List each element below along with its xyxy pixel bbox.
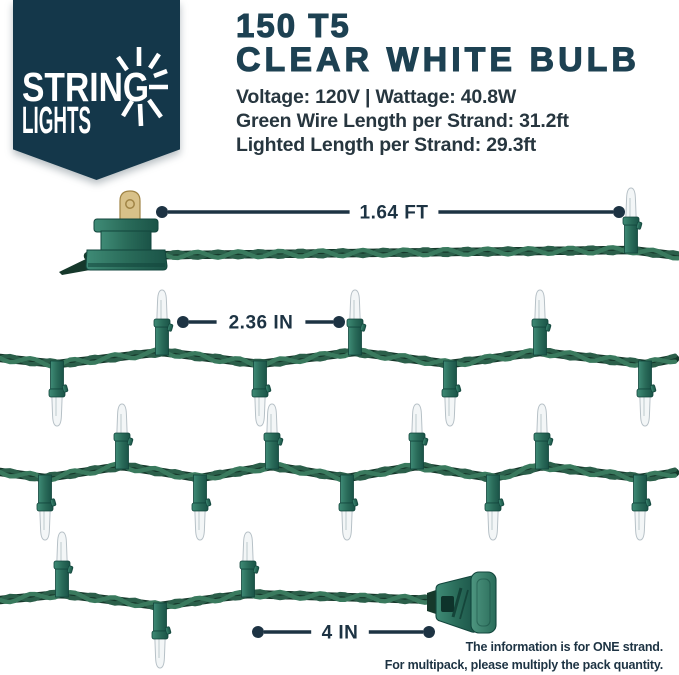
green-wire bbox=[83, 245, 679, 262]
bulb-down bbox=[36, 474, 57, 541]
brand-logo: STRING LIGHTS bbox=[22, 47, 168, 142]
green-wire bbox=[0, 461, 679, 483]
bulb-down bbox=[48, 360, 69, 427]
light-strand bbox=[0, 403, 679, 541]
green-wire bbox=[0, 589, 440, 611]
light-strand bbox=[0, 531, 440, 669]
male-plug bbox=[59, 190, 168, 275]
bulb-up bbox=[408, 403, 429, 470]
title-line-1: 150 T5 bbox=[235, 7, 351, 44]
bulb-up bbox=[346, 289, 367, 356]
measurement-label: 4 IN bbox=[322, 623, 359, 644]
bulb-down bbox=[251, 360, 272, 427]
connector-slot bbox=[441, 596, 454, 612]
footnote: The information is for ONE strand. For m… bbox=[385, 638, 663, 674]
spec-wire-length: Green Wire Length per Strand: 31.2ft bbox=[236, 110, 569, 132]
brand-word-string: STRING bbox=[22, 64, 149, 110]
bulb-down bbox=[151, 602, 172, 669]
measurement-label: 2.36 IN bbox=[229, 313, 294, 334]
light-strand bbox=[0, 289, 679, 427]
measurement: 4 IN bbox=[252, 623, 435, 644]
spec-lighted-length: Lighted Length per Strand: 29.3ft bbox=[236, 134, 536, 156]
bulb-down bbox=[631, 474, 652, 541]
bulb-up bbox=[113, 403, 134, 470]
bulb-down bbox=[484, 474, 505, 541]
bulb-down bbox=[191, 474, 212, 541]
bulb-up bbox=[533, 403, 554, 470]
footnote-line-2: For multipack, please multiply the pack … bbox=[384, 658, 663, 672]
spec-voltage-wattage: Voltage: 120V | Wattage: 40.8W bbox=[236, 86, 517, 108]
title-line-2: CLEAR WHITE BULB bbox=[235, 41, 640, 79]
bulb-up bbox=[239, 531, 260, 598]
measurement: 2.36 IN bbox=[177, 313, 345, 334]
bulb-down bbox=[338, 474, 359, 541]
banner-ribbon: STRING LIGHTS bbox=[13, 0, 180, 180]
product-specs: Voltage: 120V | Wattage: 40.8W Green Wir… bbox=[236, 85, 569, 157]
light-strand bbox=[83, 187, 679, 262]
bulb-up bbox=[153, 289, 174, 356]
wire-tail bbox=[59, 257, 90, 275]
measurement-label: 1.64 FT bbox=[360, 203, 429, 224]
bulb-up bbox=[263, 403, 284, 470]
plug-prong bbox=[119, 190, 141, 223]
footnote-line-1: The information is for ONE strand. bbox=[465, 640, 664, 654]
measurement: 1.64 FT bbox=[156, 203, 625, 224]
brand-banner: STRING LIGHTS bbox=[13, 0, 180, 180]
green-wire bbox=[0, 347, 679, 370]
bulb-up bbox=[53, 531, 74, 598]
brand-word-lights: LIGHTS bbox=[22, 100, 91, 142]
sparkle-burst-icon bbox=[116, 47, 168, 127]
bulb-down bbox=[636, 360, 657, 427]
bulb-up bbox=[531, 289, 552, 356]
bulb-down bbox=[441, 360, 462, 427]
product-title: 150 T5 CLEAR WHITE BULB bbox=[235, 7, 640, 79]
end-connector bbox=[427, 571, 497, 634]
bulb-up bbox=[622, 187, 643, 254]
